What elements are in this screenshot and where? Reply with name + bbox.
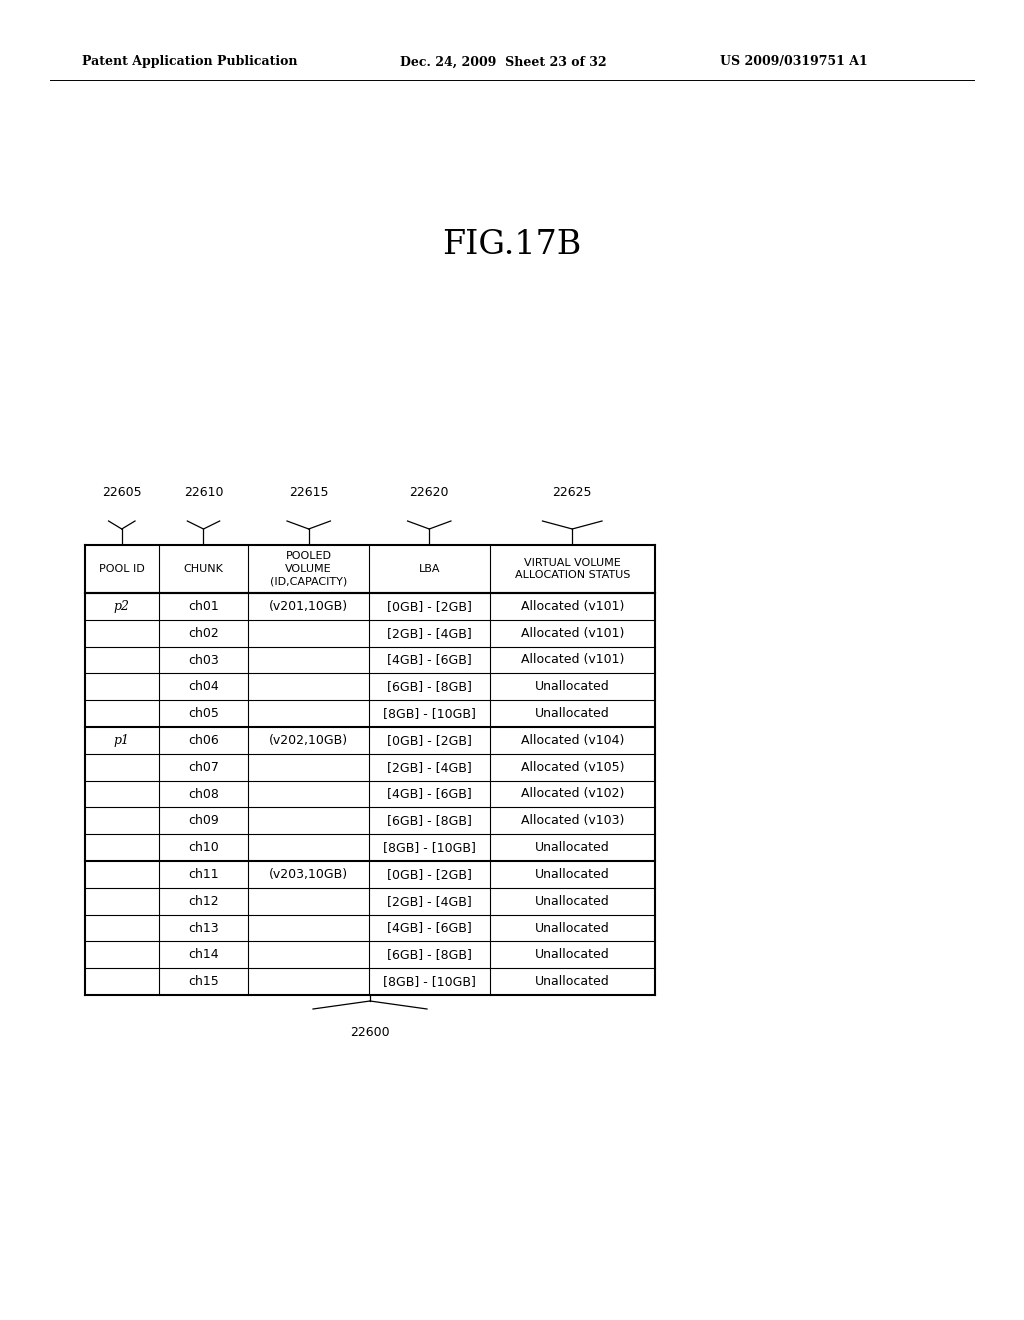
Text: [6GB] - [8GB]: [6GB] - [8GB] — [387, 814, 472, 828]
Text: Unallocated: Unallocated — [535, 895, 609, 908]
Text: FIG.17B: FIG.17B — [442, 228, 582, 261]
Text: ch10: ch10 — [188, 841, 219, 854]
Text: LBA: LBA — [419, 564, 440, 574]
Text: [4GB] - [6GB]: [4GB] - [6GB] — [387, 921, 472, 935]
Text: Allocated (v101): Allocated (v101) — [520, 653, 624, 667]
Text: ch11: ch11 — [188, 869, 219, 880]
Text: ch02: ch02 — [188, 627, 219, 640]
Text: (v203,10GB): (v203,10GB) — [269, 869, 348, 880]
Text: 22615: 22615 — [289, 487, 329, 499]
Text: [8GB] - [10GB]: [8GB] - [10GB] — [383, 841, 476, 854]
Text: Unallocated: Unallocated — [535, 708, 609, 721]
Text: [6GB] - [8GB]: [6GB] - [8GB] — [387, 680, 472, 693]
Text: [6GB] - [8GB]: [6GB] - [8GB] — [387, 948, 472, 961]
Text: Allocated (v101): Allocated (v101) — [520, 627, 624, 640]
Text: 22610: 22610 — [183, 487, 223, 499]
Text: ch15: ch15 — [188, 975, 219, 989]
Text: CHUNK: CHUNK — [183, 564, 223, 574]
Text: 22600: 22600 — [350, 1027, 390, 1040]
Text: Patent Application Publication: Patent Application Publication — [82, 55, 298, 69]
Text: ch12: ch12 — [188, 895, 219, 908]
Text: p1: p1 — [114, 734, 130, 747]
Text: ch06: ch06 — [188, 734, 219, 747]
Text: Unallocated: Unallocated — [535, 680, 609, 693]
Text: ch04: ch04 — [188, 680, 219, 693]
Text: ch09: ch09 — [188, 814, 219, 828]
Text: Allocated (v104): Allocated (v104) — [520, 734, 624, 747]
Text: VIRTUAL VOLUME
ALLOCATION STATUS: VIRTUAL VOLUME ALLOCATION STATUS — [515, 557, 630, 581]
Text: ch01: ch01 — [188, 599, 219, 612]
Text: Unallocated: Unallocated — [535, 841, 609, 854]
Text: 22605: 22605 — [102, 487, 141, 499]
Text: [2GB] - [4GB]: [2GB] - [4GB] — [387, 627, 472, 640]
Text: [0GB] - [2GB]: [0GB] - [2GB] — [387, 599, 472, 612]
Text: [8GB] - [10GB]: [8GB] - [10GB] — [383, 975, 476, 989]
Text: ch03: ch03 — [188, 653, 219, 667]
Text: [0GB] - [2GB]: [0GB] - [2GB] — [387, 869, 472, 880]
Text: [4GB] - [6GB]: [4GB] - [6GB] — [387, 788, 472, 800]
Text: Unallocated: Unallocated — [535, 869, 609, 880]
Text: ch05: ch05 — [188, 708, 219, 721]
Text: Allocated (v101): Allocated (v101) — [520, 599, 624, 612]
Text: POOLED
VOLUME
(ID,CAPACITY): POOLED VOLUME (ID,CAPACITY) — [270, 552, 347, 587]
Text: 22620: 22620 — [410, 487, 449, 499]
Text: Allocated (v105): Allocated (v105) — [520, 760, 624, 774]
Text: [2GB] - [4GB]: [2GB] - [4GB] — [387, 895, 472, 908]
Text: Allocated (v102): Allocated (v102) — [520, 788, 624, 800]
Text: ch07: ch07 — [188, 760, 219, 774]
Text: 22625: 22625 — [553, 487, 592, 499]
Text: [0GB] - [2GB]: [0GB] - [2GB] — [387, 734, 472, 747]
Text: Unallocated: Unallocated — [535, 948, 609, 961]
Text: ch08: ch08 — [188, 788, 219, 800]
Text: Dec. 24, 2009  Sheet 23 of 32: Dec. 24, 2009 Sheet 23 of 32 — [400, 55, 606, 69]
Text: ch13: ch13 — [188, 921, 219, 935]
Text: US 2009/0319751 A1: US 2009/0319751 A1 — [720, 55, 867, 69]
Text: ch14: ch14 — [188, 948, 219, 961]
Text: (v202,10GB): (v202,10GB) — [269, 734, 348, 747]
Text: [2GB] - [4GB]: [2GB] - [4GB] — [387, 760, 472, 774]
Text: Unallocated: Unallocated — [535, 975, 609, 989]
Text: Allocated (v103): Allocated (v103) — [520, 814, 624, 828]
Text: [8GB] - [10GB]: [8GB] - [10GB] — [383, 708, 476, 721]
Text: POOL ID: POOL ID — [99, 564, 144, 574]
Text: Unallocated: Unallocated — [535, 921, 609, 935]
Text: (v201,10GB): (v201,10GB) — [269, 599, 348, 612]
Text: [4GB] - [6GB]: [4GB] - [6GB] — [387, 653, 472, 667]
Text: p2: p2 — [114, 599, 130, 612]
